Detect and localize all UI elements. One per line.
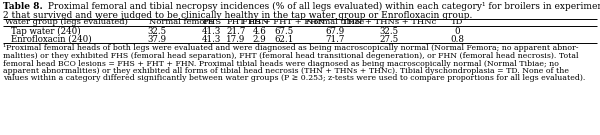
Text: FHT: FHT [226,18,245,26]
Text: FHS: FHS [202,18,221,26]
Text: FHN: FHN [249,18,269,26]
Text: femoral head BCO lesions = FHS + FHT + FHN. Proximal tibial heads were diagnosed: femoral head BCO lesions = FHS + FHT + F… [3,60,559,68]
Text: 32.5: 32.5 [147,27,166,36]
Text: Normal femora: Normal femora [149,18,213,26]
Text: malities) or they exhibited FHS (femoral head separation), FHT (femoral head tra: malities) or they exhibited FHS (femoral… [3,52,578,60]
Text: 67.5: 67.5 [274,27,293,36]
Text: THN + THNs + THNc: THN + THNs + THNc [341,18,436,26]
Text: Enrofloxacin (240): Enrofloxacin (240) [11,35,92,43]
Text: 32.5: 32.5 [379,27,398,36]
Text: Proximal femoral and tibial necropsy incidences (% of all legs evaluated) within: Proximal femoral and tibial necropsy inc… [45,2,600,11]
Text: Table 8.: Table 8. [3,2,43,11]
Text: 0: 0 [454,27,460,36]
Text: 27.5: 27.5 [379,35,398,43]
Text: 62.1: 62.1 [274,35,293,43]
Text: 17.9: 17.9 [226,35,245,43]
Text: Tap water (240): Tap water (240) [11,27,81,36]
Text: 41.3: 41.3 [202,27,221,36]
Text: 4.6: 4.6 [253,27,266,36]
Text: 41.3: 41.3 [202,35,221,43]
Text: 0.8: 0.8 [450,35,464,43]
Text: values within a category differed significantly between water groups (P ≥ 0.253;: values within a category differed signif… [3,75,586,82]
Text: apparent abnormalities) or they exhibited all forms of tibial head necrosis (THN: apparent abnormalities) or they exhibite… [3,67,569,75]
Text: 67.9: 67.9 [325,27,344,36]
Text: Normal tibiae: Normal tibiae [305,18,364,26]
Text: 2 that survived and were judged to be clinically healthy in the tap water group : 2 that survived and were judged to be cl… [3,11,472,19]
Text: Water group (legs evaluated): Water group (legs evaluated) [5,18,128,26]
Text: FHS + FHT + FHN: FHS + FHT + FHN [242,18,325,26]
Text: 2.9: 2.9 [253,35,266,43]
Text: 21.7: 21.7 [226,27,245,36]
Text: 71.7: 71.7 [325,35,344,43]
Text: TD: TD [451,18,463,26]
Text: ¹Proximal femoral heads of both legs were evaluated and were diagnosed as being : ¹Proximal femoral heads of both legs wer… [3,45,578,53]
Text: 37.9: 37.9 [147,35,166,43]
